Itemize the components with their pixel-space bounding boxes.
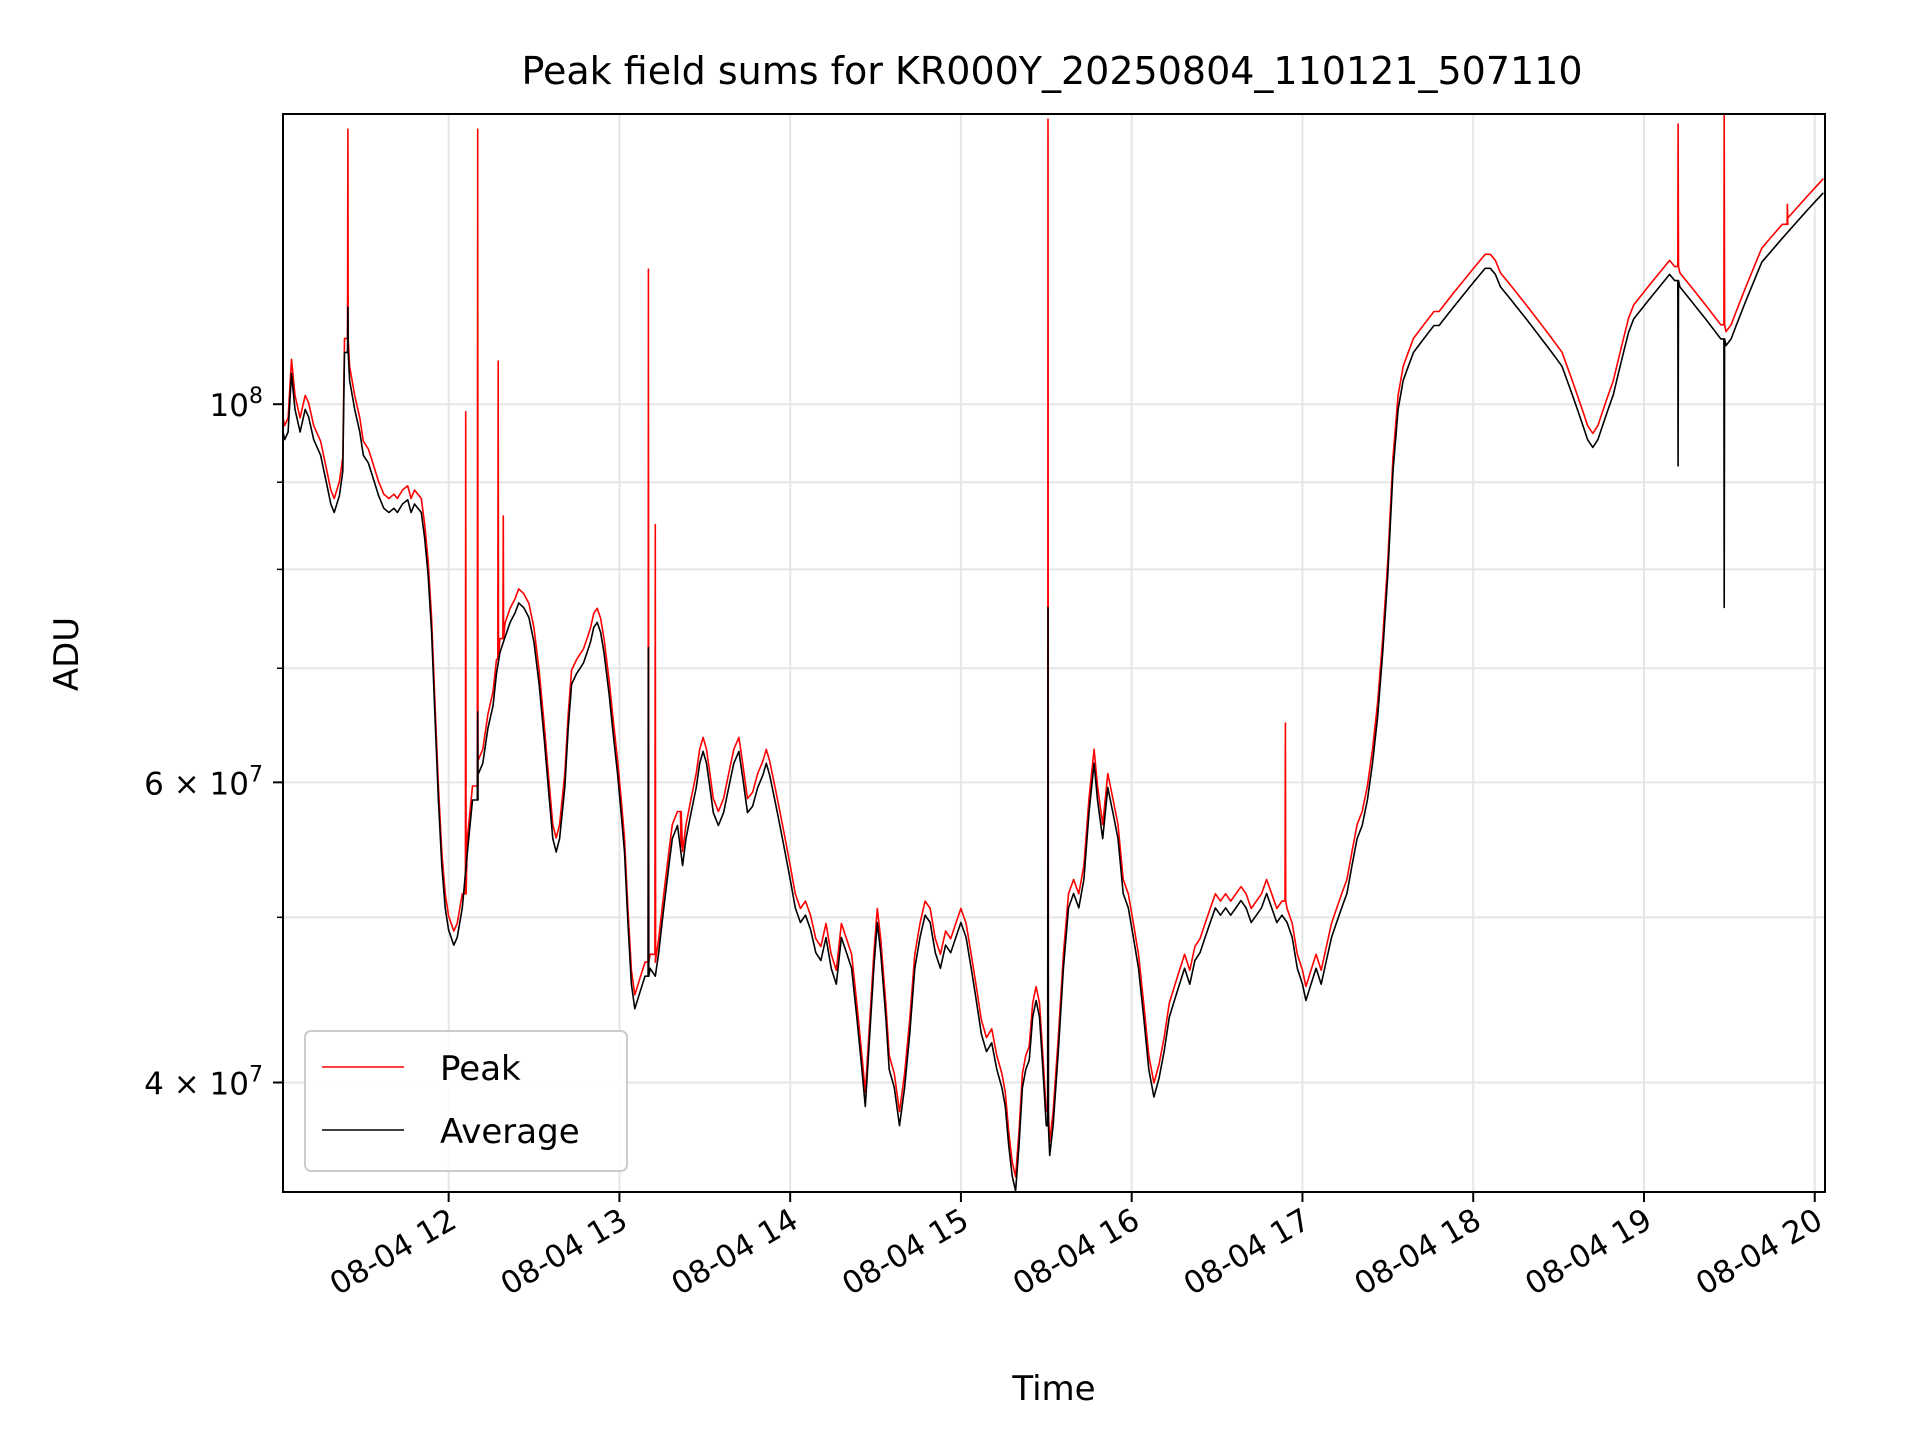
x-axis-label: Time [1011, 1369, 1095, 1409]
series [282, 113, 1824, 1192]
y-tick-label: 4 × 107 [144, 1063, 263, 1103]
x-axis: 08-04 12 08-04 13 08-04 14 08-04 15 08-04 16… [324, 1192, 1829, 1303]
y-axis-label: ADU [47, 617, 87, 691]
legend: Peak Average [304, 1030, 628, 1172]
series-line-peak [282, 113, 1824, 1178]
plot-frame [282, 113, 1826, 1193]
x-tick-label: 08-04 18 [1349, 1202, 1488, 1303]
grid [283, 114, 1825, 1192]
x-tick-label: 08-04 12 [324, 1202, 463, 1303]
x-tick-label: 08-04 19 [1519, 1202, 1658, 1303]
series-line-average [282, 192, 1824, 1192]
legend-box [304, 1030, 628, 1172]
y-tick-label: 6 × 107 [144, 762, 263, 802]
x-tick-label: 08-04 20 [1690, 1202, 1829, 1303]
y-axis: 4 × 107 6 × 107 108 [144, 384, 283, 1103]
x-tick-label: 08-04 14 [665, 1202, 804, 1303]
x-tick-label: 08-04 15 [836, 1202, 975, 1303]
x-tick-label: 08-04 17 [1178, 1202, 1317, 1303]
y-tick-label: 108 [210, 384, 263, 424]
x-tick-label: 08-04 16 [1007, 1202, 1146, 1303]
legend-label-average: Average [440, 1112, 580, 1152]
legend-label-peak: Peak [440, 1049, 521, 1089]
x-tick-label: 08-04 13 [495, 1202, 634, 1303]
chart-title: Peak field sums for KR000Y_20250804_1101… [521, 49, 1582, 93]
